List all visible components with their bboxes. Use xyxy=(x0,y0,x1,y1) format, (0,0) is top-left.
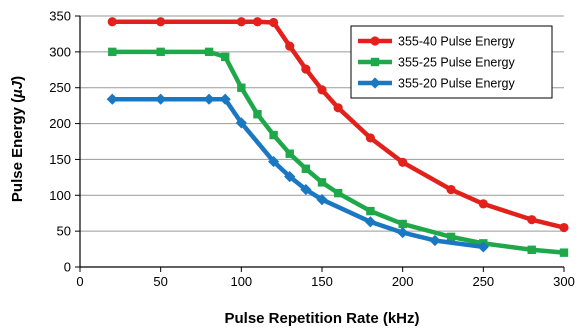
data-point xyxy=(366,206,375,216)
data-point xyxy=(364,216,376,228)
y-tick-label: 50 xyxy=(57,224,71,239)
y-tick-labels: 0 50 100 150 200 250 300 350 xyxy=(49,9,80,275)
data-point xyxy=(446,184,456,195)
x-tick-labels: 0 50 100 150 200 250 300 xyxy=(76,267,575,289)
data-point xyxy=(107,17,117,27)
data-point xyxy=(106,93,118,105)
y-tick-label: 200 xyxy=(49,116,71,131)
data-point xyxy=(478,199,488,209)
legend-entry-3: 355-20 Pulse Energy xyxy=(358,77,515,91)
data-point xyxy=(559,222,569,233)
x-axis-title: Pulse Repetition Rate (kHz) xyxy=(224,310,419,327)
data-point xyxy=(333,103,343,113)
y-axis-title-unit: µJ xyxy=(9,80,26,99)
series-1 xyxy=(107,17,569,233)
y-axis-title-suffix: ) xyxy=(9,76,26,81)
data-point xyxy=(446,232,456,242)
data-point xyxy=(269,17,279,28)
y-tick-label: 350 xyxy=(49,9,71,24)
data-point xyxy=(155,93,167,105)
legend: 355-40 Pulse Energy 355-25 Pulse Energy 35… xyxy=(350,25,553,99)
data-point xyxy=(398,219,407,229)
data-point xyxy=(252,17,263,27)
series-3 xyxy=(106,93,489,253)
data-point xyxy=(269,130,278,140)
series-line xyxy=(110,96,486,250)
legend-swatch-marker xyxy=(369,77,381,89)
data-point xyxy=(253,110,262,119)
data-point xyxy=(219,93,231,105)
x-tick-label: 50 xyxy=(153,274,167,289)
y-tick-label: 0 xyxy=(64,260,71,275)
data-point xyxy=(236,17,246,27)
y-tick-label: 150 xyxy=(49,152,71,167)
data-point xyxy=(333,188,343,198)
y-axis-title: Pulse Energy (µJ) xyxy=(9,76,26,202)
legend-swatch-marker xyxy=(370,36,380,46)
data-point xyxy=(559,248,569,257)
data-point xyxy=(527,215,537,225)
x-tick-label: 150 xyxy=(311,274,333,289)
legend-entry-1: 355-40 Pulse Energy xyxy=(358,35,515,49)
data-point xyxy=(284,171,296,183)
series-2 xyxy=(108,47,569,257)
data-point xyxy=(204,47,214,57)
y-tick-label: 300 xyxy=(49,44,71,59)
data-point xyxy=(268,155,280,168)
y-tick-label: 250 xyxy=(49,80,71,95)
legend-swatch-marker xyxy=(370,57,380,67)
data-point xyxy=(397,226,409,239)
data-point xyxy=(429,234,441,247)
data-point xyxy=(301,64,311,74)
data-point xyxy=(317,178,327,187)
data-point xyxy=(221,52,230,62)
data-point xyxy=(285,149,294,158)
legend-label: 355-25 Pulse Energy xyxy=(398,56,515,70)
data-point xyxy=(300,183,312,196)
data-point xyxy=(237,83,246,92)
x-tick-label: 100 xyxy=(230,274,252,289)
data-point xyxy=(527,245,536,254)
x-tick-label: 300 xyxy=(553,274,575,289)
data-point xyxy=(317,85,327,95)
data-point xyxy=(235,117,247,129)
data-point xyxy=(316,193,328,206)
data-point xyxy=(301,164,311,173)
data-point xyxy=(203,93,215,105)
data-point xyxy=(156,17,166,27)
data-point xyxy=(365,133,375,143)
data-point xyxy=(477,241,489,253)
y-axis-title-prefix: Pulse Energy ( xyxy=(9,98,26,202)
x-tick-label: 250 xyxy=(472,274,494,289)
series-group xyxy=(106,17,569,257)
x-tick-label: 200 xyxy=(392,274,414,289)
y-tick-label: 100 xyxy=(49,188,71,203)
data-point xyxy=(156,47,165,57)
data-point xyxy=(285,41,295,51)
x-tick-label: 0 xyxy=(76,274,83,289)
data-point xyxy=(108,47,117,57)
legend-entry-2: 355-25 Pulse Energy xyxy=(358,56,515,70)
data-point xyxy=(398,157,408,167)
legend-label: 355-20 Pulse Energy xyxy=(398,77,515,91)
legend-label: 355-40 Pulse Energy xyxy=(398,35,515,49)
